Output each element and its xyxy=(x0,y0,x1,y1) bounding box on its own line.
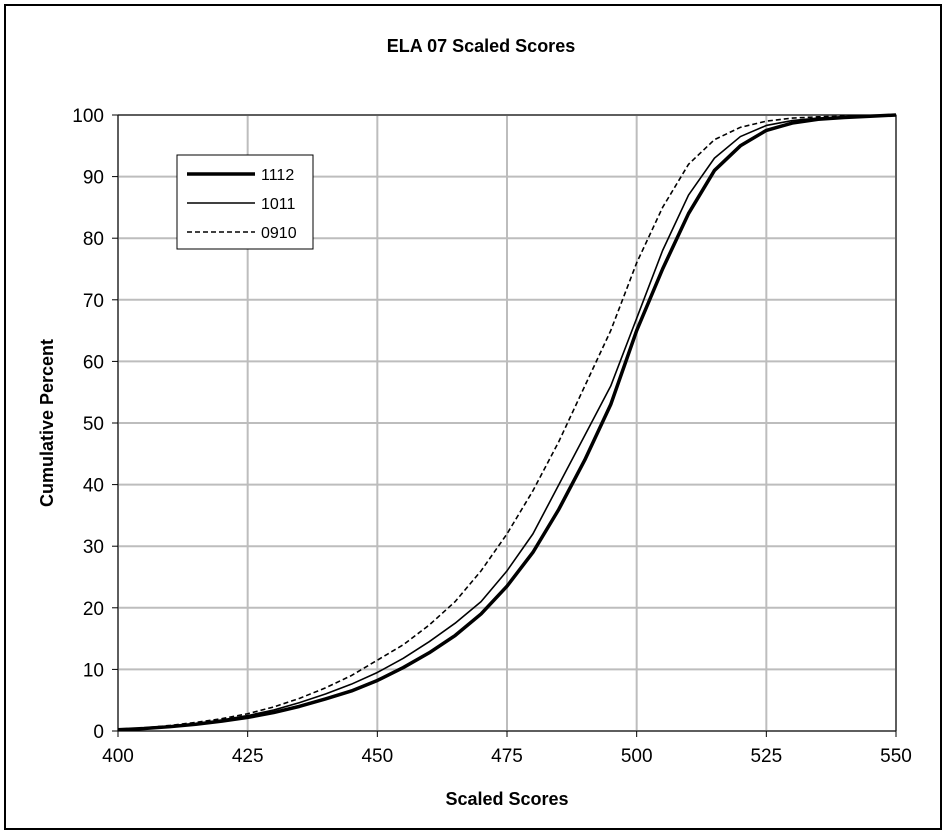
x-tick-label: 500 xyxy=(621,746,653,767)
series-line-1011 xyxy=(117,114,897,731)
x-tick-label: 450 xyxy=(361,746,393,767)
y-tick-label: 60 xyxy=(83,352,104,373)
chart-title: ELA 07 Scaled Scores xyxy=(387,36,575,56)
y-tick-label: 10 xyxy=(83,660,104,681)
y-tick-label: 100 xyxy=(72,106,104,127)
y-tick-label: 40 xyxy=(83,476,104,497)
y-ticks: 0 10 20 30 40 50 60 70 80 90 100 xyxy=(72,106,118,743)
y-tick-label: 70 xyxy=(83,291,104,312)
x-tick-label: 400 xyxy=(102,746,134,767)
x-tick-label: 550 xyxy=(880,746,912,767)
y-tick-label: 0 xyxy=(93,722,104,743)
legend-label-1011: 1011 xyxy=(261,196,296,213)
legend-label-0910: 0910 xyxy=(261,225,297,242)
legend-label-1112: 1112 xyxy=(261,167,294,184)
y-tick-label: 80 xyxy=(83,229,104,250)
y-axis-title: Cumulative Percent xyxy=(37,339,57,507)
series-line-1112 xyxy=(117,113,897,732)
x-tick-label: 475 xyxy=(491,746,523,767)
series-line-0910 xyxy=(117,114,897,731)
x-axis-title: Scaled Scores xyxy=(445,789,568,809)
x-tick-label: 525 xyxy=(750,746,782,767)
y-tick-label: 50 xyxy=(83,414,104,435)
y-tick-label: 90 xyxy=(83,168,104,189)
x-tick-label: 425 xyxy=(232,746,264,767)
legend: 1112 1011 0910 xyxy=(176,154,314,250)
x-ticks: 400 425 450 475 500 525 550 xyxy=(102,731,912,767)
chart-frame xyxy=(4,4,942,830)
legend-box xyxy=(176,154,314,250)
series-group xyxy=(117,113,897,732)
y-tick-label: 30 xyxy=(83,537,104,558)
y-tick-label: 20 xyxy=(83,599,104,620)
